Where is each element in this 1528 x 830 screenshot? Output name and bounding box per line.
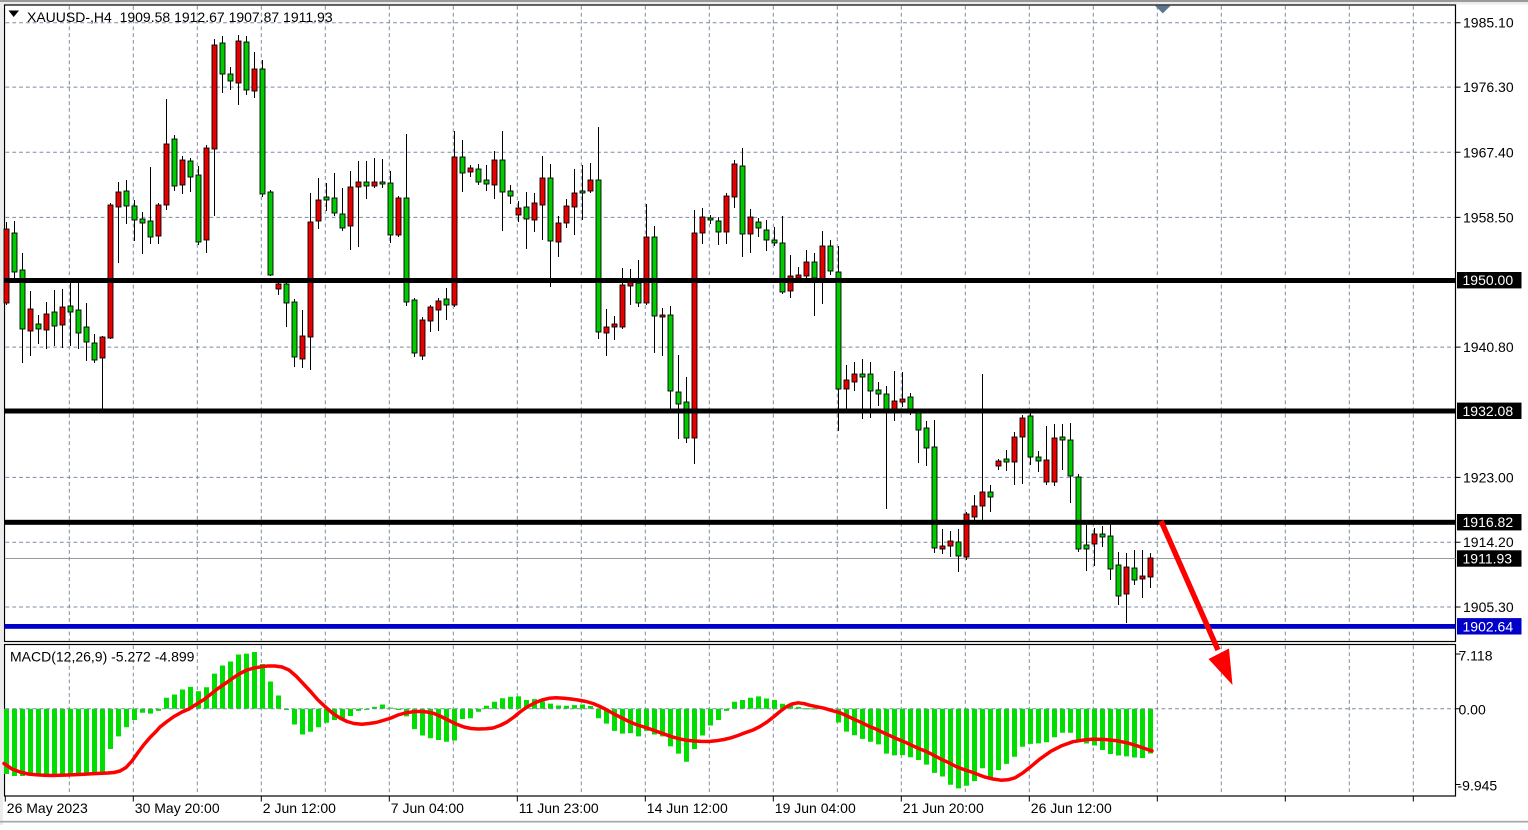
svg-text:1976.30: 1976.30 (1463, 79, 1514, 95)
svg-text:1985.10: 1985.10 (1463, 15, 1514, 31)
svg-text:11 Jun 23:00: 11 Jun 23:00 (519, 800, 599, 816)
svg-text:1923.00: 1923.00 (1463, 469, 1514, 485)
svg-text:21 Jun 20:00: 21 Jun 20:00 (903, 800, 984, 816)
svg-text:1940.80: 1940.80 (1463, 339, 1514, 355)
svg-text:1911.93: 1911.93 (1463, 551, 1513, 567)
svg-text:-9.945: -9.945 (1458, 777, 1498, 793)
svg-text:1932.08: 1932.08 (1463, 403, 1514, 419)
svg-text:1916.82: 1916.82 (1463, 514, 1514, 530)
svg-text:26 Jun 12:00: 26 Jun 12:00 (1031, 800, 1112, 816)
svg-text:XAUUSD-,H4 1909.58 1912.67 19: XAUUSD-,H4 1909.58 1912.67 1907.87 1911.… (27, 9, 333, 25)
svg-text:30 May 20:00: 30 May 20:00 (135, 800, 220, 816)
svg-text:1914.20: 1914.20 (1463, 534, 1514, 550)
svg-text:1902.64: 1902.64 (1463, 618, 1514, 634)
svg-text:26 May 2023: 26 May 2023 (7, 800, 88, 816)
svg-text:0.00: 0.00 (1459, 701, 1486, 717)
svg-text:1967.40: 1967.40 (1463, 144, 1514, 160)
svg-text:19 Jun 04:00: 19 Jun 04:00 (775, 800, 856, 816)
svg-text:14 Jun 12:00: 14 Jun 12:00 (647, 800, 728, 816)
svg-text:7 Jun 04:00: 7 Jun 04:00 (391, 800, 464, 816)
svg-text:2 Jun 12:00: 2 Jun 12:00 (263, 800, 336, 816)
svg-text:1950.00: 1950.00 (1463, 272, 1514, 288)
svg-text:1905.30: 1905.30 (1463, 599, 1514, 615)
svg-text:MACD(12,26,9) -5.272 -4.899: MACD(12,26,9) -5.272 -4.899 (10, 649, 195, 665)
svg-text:7.118: 7.118 (1459, 647, 1493, 663)
svg-text:1958.50: 1958.50 (1463, 209, 1514, 225)
